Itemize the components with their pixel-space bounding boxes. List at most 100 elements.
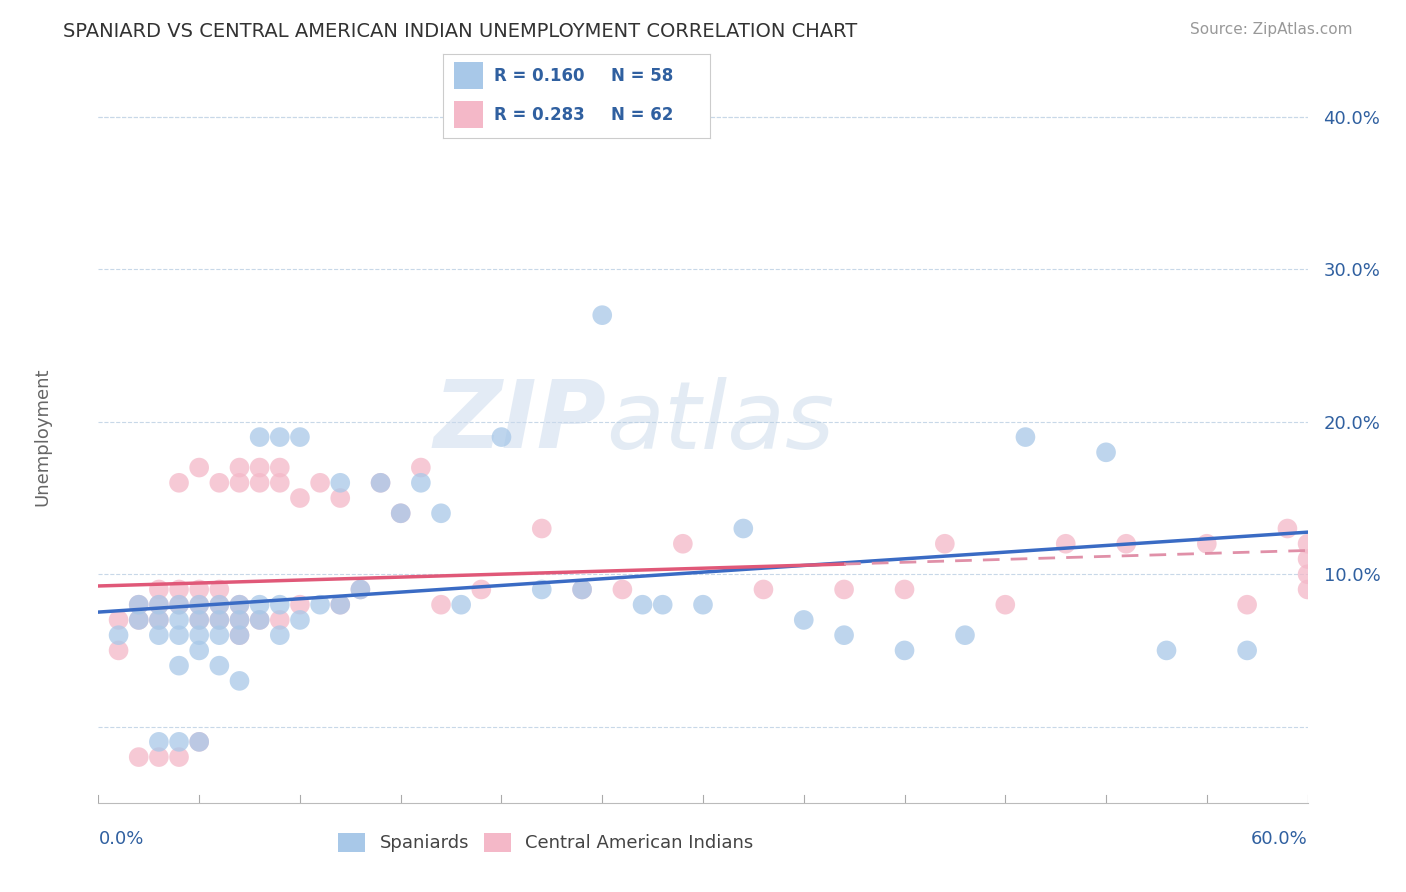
Point (409, 475, 432, 490)
Point (167, 735, 190, 749)
Point (631, 598, 654, 612)
Point (188, 643, 211, 657)
Point (167, 628, 190, 642)
Point (208, 628, 231, 642)
Point (530, 582, 553, 597)
Point (672, 537, 695, 551)
Point (228, 613, 250, 627)
Point (208, 598, 231, 612)
Point (934, 537, 956, 551)
Point (329, 491, 352, 505)
Text: ZIP: ZIP (433, 376, 606, 468)
Point (389, 506, 412, 520)
Point (208, 598, 231, 612)
Text: R = 0.160: R = 0.160 (494, 67, 583, 85)
Point (571, 582, 593, 597)
Point (128, 613, 150, 627)
Point (269, 475, 291, 490)
Point (269, 430, 291, 444)
Point (1296, 537, 1319, 551)
Point (288, 613, 311, 627)
Point (249, 460, 271, 475)
Point (167, 582, 190, 597)
Point (1115, 537, 1137, 551)
Point (1095, 445, 1118, 459)
Point (228, 460, 250, 475)
Point (249, 613, 271, 627)
Point (1236, 643, 1258, 657)
Point (249, 598, 271, 612)
Point (167, 598, 190, 612)
Point (288, 491, 311, 505)
Point (269, 613, 291, 627)
Point (1156, 643, 1178, 657)
Point (148, 735, 170, 749)
Point (288, 598, 311, 612)
Point (228, 673, 250, 688)
Point (953, 628, 976, 642)
Point (1296, 552, 1319, 566)
Point (832, 582, 855, 597)
Point (309, 598, 332, 612)
Point (208, 613, 231, 627)
Point (167, 475, 190, 490)
Point (692, 598, 714, 612)
Point (128, 750, 150, 764)
Point (167, 750, 190, 764)
Point (228, 628, 250, 642)
Point (269, 628, 291, 642)
Point (470, 582, 492, 597)
Y-axis label: Unemployment: Unemployment (34, 368, 52, 507)
Point (269, 460, 291, 475)
Point (167, 613, 190, 627)
Point (893, 643, 915, 657)
Point (994, 598, 1017, 612)
Point (571, 582, 593, 597)
Point (370, 475, 392, 490)
Point (288, 430, 311, 444)
Point (370, 475, 392, 490)
Point (450, 598, 472, 612)
Point (329, 598, 352, 612)
Point (1014, 430, 1036, 444)
Point (228, 598, 250, 612)
Point (733, 521, 755, 535)
FancyBboxPatch shape (454, 101, 484, 128)
Point (228, 475, 250, 490)
Point (1054, 537, 1077, 551)
Text: SPANIARD VS CENTRAL AMERICAN INDIAN UNEMPLOYMENT CORRELATION CHART: SPANIARD VS CENTRAL AMERICAN INDIAN UNEM… (63, 22, 858, 41)
Point (530, 521, 553, 535)
Text: 0.0%: 0.0% (98, 830, 143, 848)
Point (107, 628, 129, 642)
Point (591, 308, 613, 322)
Point (188, 628, 211, 642)
Point (389, 506, 412, 520)
Point (269, 598, 291, 612)
Point (1236, 598, 1258, 612)
Point (832, 628, 855, 642)
Text: N = 62: N = 62 (612, 105, 673, 123)
FancyBboxPatch shape (454, 62, 484, 89)
Point (208, 613, 231, 627)
Point (167, 598, 190, 612)
Point (491, 430, 513, 444)
Point (249, 430, 271, 444)
Point (651, 598, 673, 612)
Legend: Spaniards, Central American Indians: Spaniards, Central American Indians (330, 826, 761, 860)
Point (107, 613, 129, 627)
Point (249, 475, 271, 490)
Text: 60.0%: 60.0% (1251, 830, 1308, 848)
Point (148, 582, 170, 597)
Point (107, 643, 129, 657)
Point (1195, 537, 1218, 551)
Point (1277, 521, 1299, 535)
Point (128, 598, 150, 612)
Point (208, 475, 231, 490)
Point (128, 613, 150, 627)
Point (188, 582, 211, 597)
Point (208, 658, 231, 673)
Point (148, 750, 170, 764)
Point (228, 613, 250, 627)
Point (188, 613, 211, 627)
Point (430, 506, 453, 520)
